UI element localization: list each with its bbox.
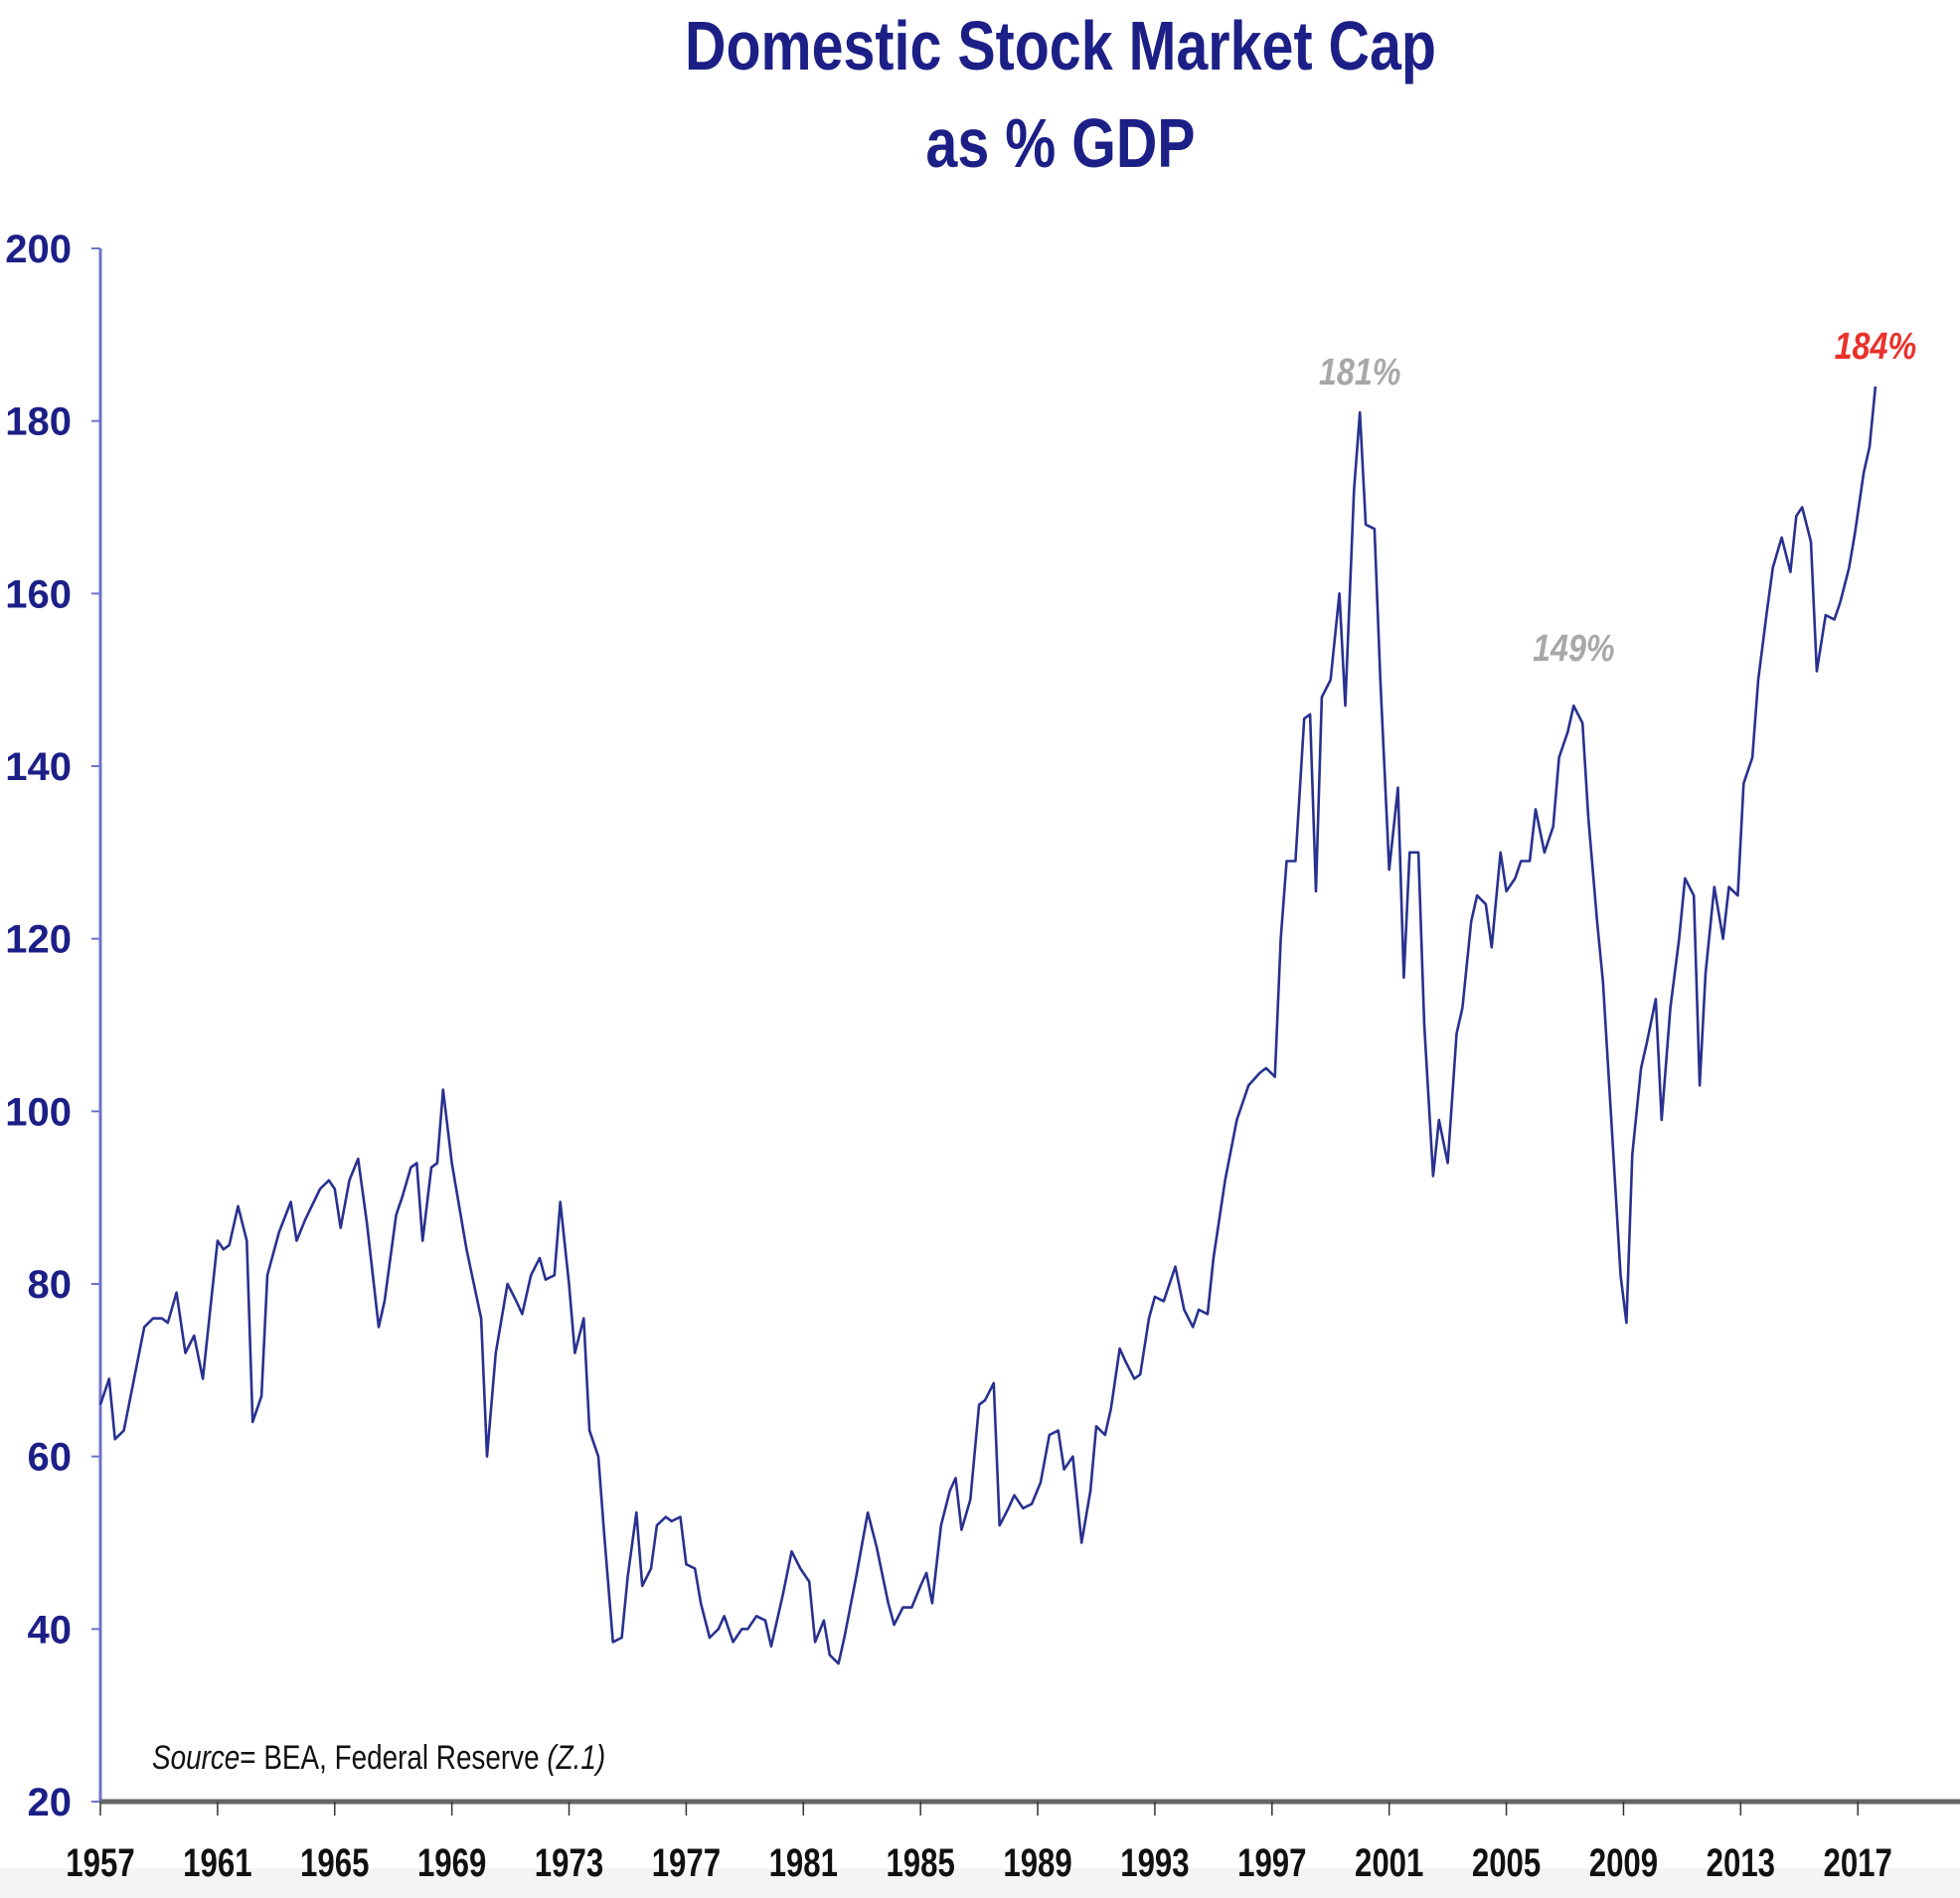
x-tick-label: 1969: [417, 1840, 486, 1885]
x-tick-label: 1997: [1237, 1840, 1306, 1885]
y-tick-label: 60: [28, 1436, 73, 1480]
y-tick-label: 160: [5, 572, 72, 616]
x-tick-label: 2017: [1824, 1840, 1892, 1885]
source-ref: (Z.1): [547, 1738, 605, 1776]
x-tick-label: 2009: [1589, 1840, 1658, 1885]
x-axis: 1957 1961 1965 1969 1973 1977 1981 1985 1989 1993…: [66, 1799, 1960, 1885]
y-tick-label: 200: [5, 228, 72, 271]
source-note: Source= BEA, Federal Reserve (Z.1): [152, 1738, 605, 1776]
chart-subtitle: as % GDP: [925, 104, 1195, 183]
annotation-label: 149%: [1533, 627, 1615, 669]
x-tick-label: 1957: [66, 1840, 134, 1885]
annotations: 181% 149% 184%: [1319, 326, 1916, 670]
x-tick-label: 1961: [183, 1840, 251, 1885]
y-tick-label: 80: [28, 1263, 73, 1307]
series-layer: [98, 386, 1878, 1665]
chart-title: Domestic Stock Market Cap: [685, 7, 1436, 85]
source-text: = BEA, Federal Reserve: [240, 1738, 547, 1776]
y-tick-label: 40: [28, 1608, 73, 1652]
y-tick-label: 180: [5, 400, 72, 444]
series-line: [98, 386, 1878, 1665]
annotation-label: 184%: [1835, 326, 1917, 368]
x-tick-label: 2001: [1355, 1840, 1423, 1885]
annotation-label: 181%: [1319, 352, 1401, 394]
x-tick-label: 1981: [769, 1840, 838, 1885]
y-tick-label: 120: [5, 918, 72, 962]
bottom-band: [0, 1868, 1960, 1898]
x-tick-label: 1993: [1120, 1840, 1189, 1885]
y-tick-label: 20: [28, 1781, 73, 1824]
y-tick-label: 100: [5, 1090, 72, 1134]
x-tick-label: 1965: [300, 1840, 369, 1885]
y-axis: 20 40 60 80 100 120 140 160 180 200: [5, 228, 102, 1824]
x-tick-label: 1973: [535, 1840, 603, 1885]
x-tick-label: 1989: [1003, 1840, 1071, 1885]
x-tick-label: 2005: [1472, 1840, 1541, 1885]
x-tick-label: 2013: [1707, 1840, 1775, 1885]
y-tick-label: 140: [5, 745, 72, 789]
x-tick-label: 1977: [652, 1840, 721, 1885]
source-label: Source: [152, 1738, 240, 1776]
x-tick-label: 1985: [886, 1840, 954, 1885]
